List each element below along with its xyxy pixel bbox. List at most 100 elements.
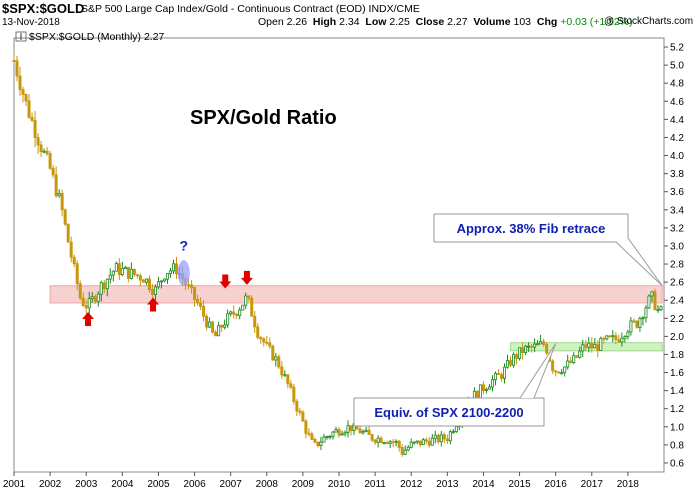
candle-body (346, 425, 350, 433)
candle (337, 426, 341, 438)
candle-body (331, 431, 335, 437)
candle (165, 273, 169, 284)
candle (168, 267, 172, 278)
candle (69, 236, 73, 263)
candle (490, 375, 494, 392)
candle (108, 268, 112, 284)
date-label: 13-Nov-2018 (2, 17, 60, 28)
candle-body (481, 384, 485, 391)
candle-body (448, 431, 452, 442)
candle (141, 278, 145, 283)
y-tick-label: 4.8 (670, 79, 684, 90)
candle-body (551, 360, 555, 372)
candle-body (560, 372, 564, 375)
candle (190, 280, 194, 294)
candle-body (241, 304, 245, 311)
candle-body (202, 305, 206, 317)
candle-body (313, 439, 317, 443)
candle-body (310, 433, 314, 440)
candle (629, 316, 633, 336)
candle (45, 147, 49, 156)
candle (503, 363, 507, 384)
fib-callout-pointer (615, 226, 663, 287)
y-tick-label: 0.8 (670, 440, 684, 451)
candle (298, 407, 302, 416)
candle-body (542, 341, 546, 345)
candle-body (496, 373, 500, 375)
candle-body (45, 150, 49, 155)
candle-body (629, 320, 633, 333)
candle-body (554, 370, 558, 373)
candle-body (262, 338, 266, 343)
candle (84, 300, 88, 315)
chart-header: $SPX:$GOLD S&P 500 Large Cap Index/Gold … (0, 0, 700, 30)
candle-body (126, 266, 130, 279)
candle (129, 262, 133, 280)
candle (653, 288, 657, 311)
legend-label: $SPX:$GOLD (Monthly) 2.27 (29, 31, 165, 43)
x-tick-label: 2017 (581, 479, 604, 490)
candle (244, 292, 248, 310)
candle (241, 304, 245, 311)
candle-body (650, 291, 654, 297)
candle (400, 444, 404, 457)
candle-body (490, 379, 494, 388)
y-tick-label: 3.4 (670, 205, 684, 216)
candle (120, 261, 124, 277)
candle-body (524, 345, 528, 353)
candle-body (503, 366, 507, 379)
candle-body (226, 313, 230, 326)
candle (581, 339, 585, 357)
candle-body (162, 278, 166, 282)
candle (578, 346, 582, 359)
candle (566, 354, 570, 370)
x-tick-label: 2001 (3, 479, 26, 490)
y-tick-label: 1.8 (670, 350, 684, 361)
candle (54, 166, 58, 198)
candle (527, 342, 531, 352)
candle (93, 294, 97, 305)
candle-body (250, 297, 254, 317)
candle-body (484, 388, 488, 391)
candle-body (430, 437, 434, 446)
candle-body (322, 436, 326, 443)
candle (153, 284, 157, 302)
candle (280, 360, 284, 379)
candle-body (388, 441, 392, 444)
candle (647, 294, 651, 309)
candle (659, 305, 663, 312)
candle-body (569, 360, 573, 363)
candle (334, 426, 338, 433)
candle (117, 257, 121, 281)
candle (96, 291, 100, 307)
x-tick-label: 2016 (545, 479, 568, 490)
x-tick-label: 2009 (292, 479, 315, 490)
close-value: 2.27 (447, 16, 468, 28)
candle-body (307, 432, 311, 435)
y-tick-label: 0.6 (670, 458, 684, 469)
candle-body (238, 309, 242, 316)
candle (572, 352, 576, 365)
candle-body (24, 94, 28, 102)
candle-body (217, 325, 221, 337)
candle-body (174, 263, 178, 275)
candle (313, 437, 317, 444)
candle (211, 320, 215, 334)
candle (638, 316, 642, 332)
candle (656, 304, 660, 313)
candle (617, 334, 621, 344)
candle (533, 338, 537, 353)
candle (599, 336, 603, 351)
candle-body (376, 437, 380, 443)
candle-body (33, 119, 37, 138)
candle-body (319, 441, 323, 446)
legend-swatch (15, 31, 27, 42)
candle-body (208, 321, 212, 328)
candle-body (42, 150, 46, 153)
candle (24, 93, 28, 106)
candle (424, 437, 428, 445)
candle (48, 150, 52, 170)
y-tick-label: 2.8 (670, 260, 684, 271)
candle (42, 148, 46, 154)
candle-body (328, 435, 332, 438)
